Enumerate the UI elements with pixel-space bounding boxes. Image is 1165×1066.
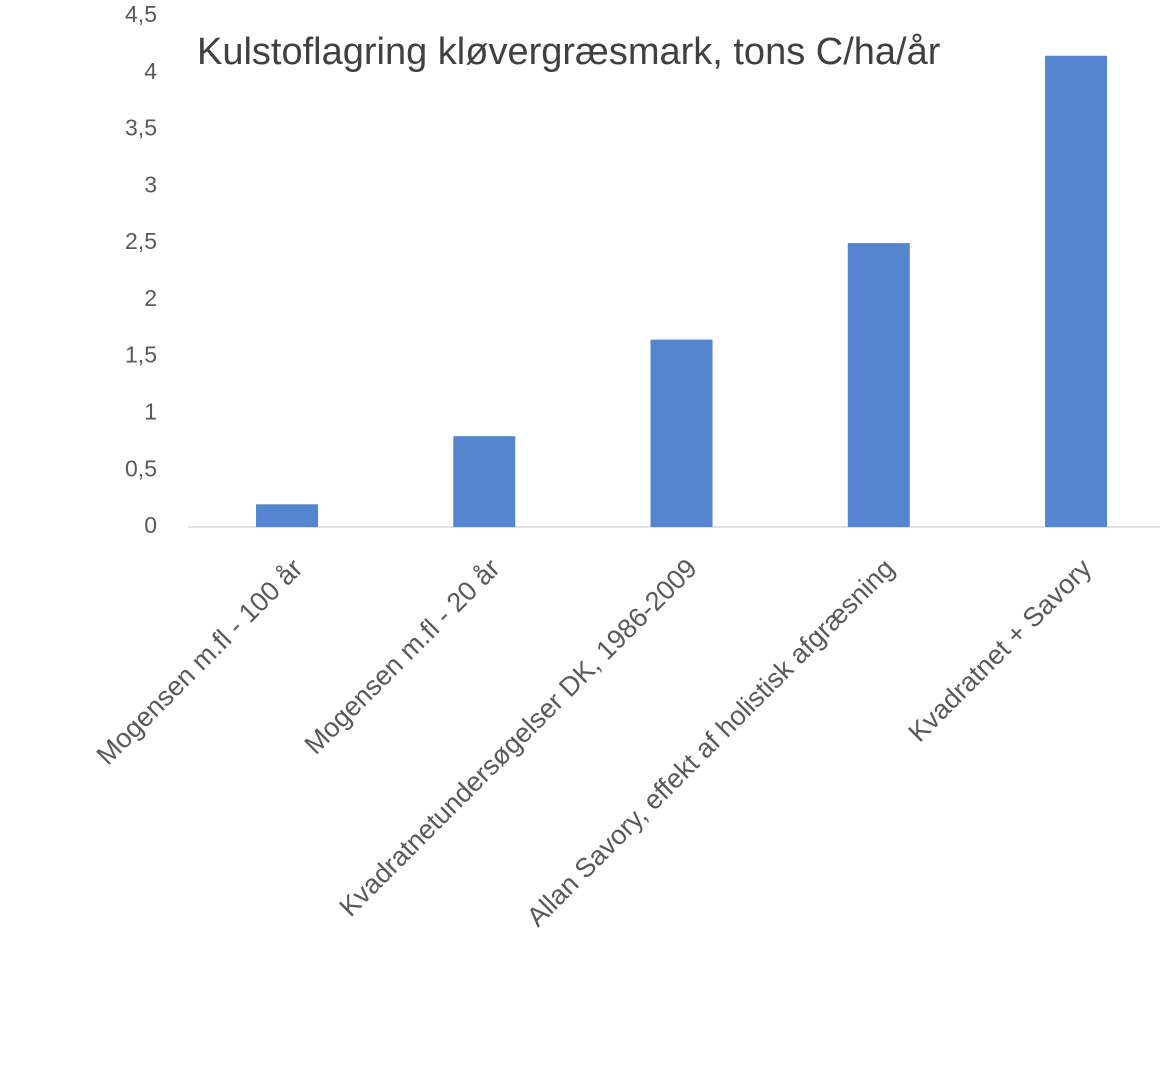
y-tick-label: 0	[144, 512, 157, 538]
x-tick-label: Mogensen m.fl - 100 år	[91, 553, 309, 771]
y-tick-label: 2,5	[125, 228, 157, 254]
bar	[453, 436, 516, 527]
bar	[1045, 55, 1108, 527]
bar	[650, 339, 713, 527]
y-tick-label: 2	[144, 285, 157, 311]
bar	[256, 504, 319, 527]
x-tick-label: Mogensen m.fl - 20 år	[299, 553, 506, 760]
bar	[847, 243, 910, 527]
y-tick-label: 1	[144, 399, 157, 425]
y-tick-label: 4,5	[125, 1, 157, 27]
x-tick-label: Kvadratnetundersøgelser DK, 1986-2009	[333, 553, 702, 922]
y-tick-label: 3	[144, 171, 157, 197]
x-tick-label: Allan Savory, effekt af holistisk afgræs…	[521, 553, 900, 932]
y-tick-label: 0,5	[125, 455, 157, 481]
chart-title: Kulstoflagring kløvergræsmark, tons C/ha…	[197, 31, 941, 73]
y-tick-label: 3,5	[125, 115, 157, 141]
x-tick-label: Kvadratnet + Savory	[903, 553, 1098, 748]
y-tick-label: 4	[144, 58, 157, 84]
y-tick-label: 1,5	[125, 342, 157, 368]
